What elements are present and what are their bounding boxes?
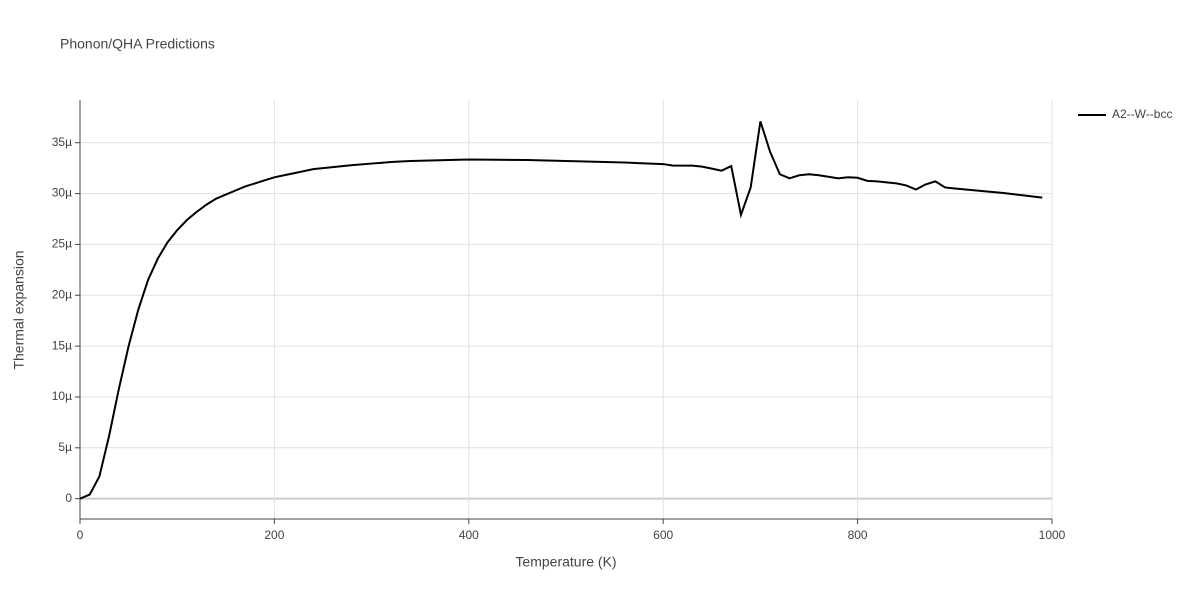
chart-title: Phonon/QHA Predictions xyxy=(60,36,215,52)
data-line xyxy=(79,121,1043,500)
x-tick-label: 400 xyxy=(459,528,479,542)
x-tick-label: 1000 xyxy=(1039,528,1066,542)
legend-label: A2--W--bcc xyxy=(1112,107,1172,121)
x-tick-label: 800 xyxy=(848,528,868,542)
y-tick-label: 5µ xyxy=(58,440,72,454)
y-tick-label: 20µ xyxy=(52,287,72,301)
y-tick-label: 10µ xyxy=(52,389,72,403)
x-tick-label: 0 xyxy=(77,528,84,542)
y-tick-label: 15µ xyxy=(52,338,72,352)
y-tick-label: 25µ xyxy=(52,237,72,251)
y-axis-title: Thermal expansion xyxy=(11,250,27,369)
x-axis-title: Temperature (K) xyxy=(515,554,616,570)
y-tick-label: 0 xyxy=(65,491,72,505)
y-tick-label: 30µ xyxy=(52,186,72,200)
y-tick-label: 35µ xyxy=(52,135,72,149)
x-tick-label: 200 xyxy=(264,528,284,542)
x-tick-label: 600 xyxy=(653,528,673,542)
